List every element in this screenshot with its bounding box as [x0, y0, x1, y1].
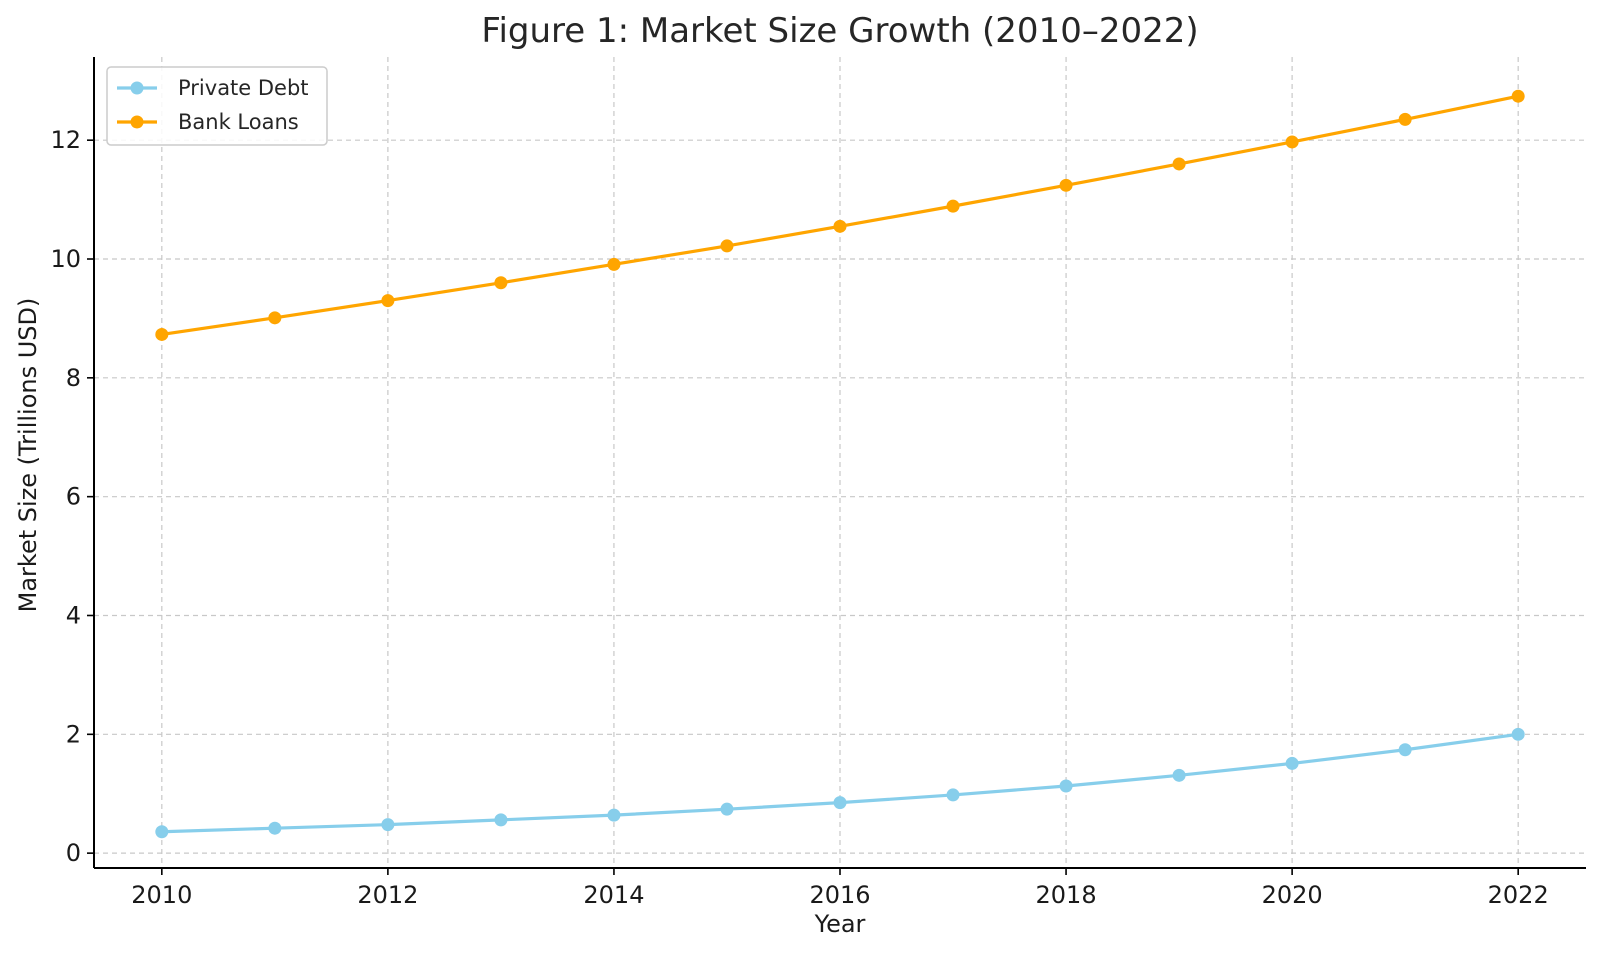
data-point	[381, 818, 395, 832]
x-tick-label: 2010	[131, 881, 192, 909]
y-tick-label: 0	[66, 839, 81, 867]
x-tick-label: 2016	[809, 881, 870, 909]
data-point	[381, 294, 395, 308]
x-tick-label: 2020	[1262, 881, 1323, 909]
series-bank-loans	[155, 89, 1525, 341]
x-tick-label: 2022	[1488, 881, 1549, 909]
data-point	[1059, 779, 1073, 793]
data-point	[946, 788, 960, 802]
data-point	[720, 239, 734, 253]
x-tick-label: 2018	[1036, 881, 1097, 909]
data-point	[1285, 756, 1299, 770]
legend-entry: Private Debt	[117, 76, 309, 100]
data-point	[268, 311, 282, 325]
y-axis-title: Market Size (Trillions USD)	[14, 298, 42, 613]
data-point	[1172, 768, 1186, 782]
y-tick-label: 10	[50, 245, 81, 273]
data-point	[1172, 157, 1186, 171]
data-point	[833, 796, 847, 810]
data-point	[155, 327, 169, 341]
y-tick-label: 8	[66, 364, 81, 392]
data-point	[946, 199, 960, 213]
chart-title: Figure 1: Market Size Growth (2010–2022)	[481, 11, 1198, 51]
series-private-debt	[155, 727, 1525, 839]
legend-label: Bank Loans	[178, 110, 299, 134]
legend-marker	[130, 115, 144, 129]
data-point	[720, 802, 734, 816]
y-axis-ticks: 0 2 4 6 8 10 12	[50, 126, 94, 867]
x-tick-label: 2014	[583, 881, 644, 909]
grid	[94, 57, 1586, 868]
data-point	[494, 813, 508, 827]
x-axis-title: Year	[814, 910, 866, 938]
legend-box	[106, 66, 328, 146]
legend: Private Debt Bank Loans	[106, 66, 328, 146]
legend-entry: Bank Loans	[117, 110, 299, 134]
x-axis-ticks: 2010 2012 2014 2016 2018 2020 2022	[131, 868, 1549, 909]
y-tick-label: 12	[50, 126, 81, 154]
data-point	[1059, 178, 1073, 192]
data-point	[607, 808, 621, 822]
data-point	[1285, 135, 1299, 149]
data-point	[607, 257, 621, 271]
data-point	[1511, 89, 1525, 103]
data-point	[1398, 743, 1412, 757]
data-point	[1398, 112, 1412, 126]
data-point	[155, 825, 169, 839]
series-lines	[155, 89, 1525, 839]
x-tick-label: 2012	[357, 881, 418, 909]
data-point	[268, 821, 282, 835]
data-point	[833, 219, 847, 233]
legend-label: Private Debt	[178, 76, 309, 100]
data-point	[494, 276, 508, 290]
y-tick-label: 2	[66, 720, 81, 748]
y-tick-label: 6	[66, 483, 81, 511]
y-tick-label: 4	[66, 601, 81, 629]
legend-marker	[130, 81, 144, 95]
data-point	[1511, 727, 1525, 741]
